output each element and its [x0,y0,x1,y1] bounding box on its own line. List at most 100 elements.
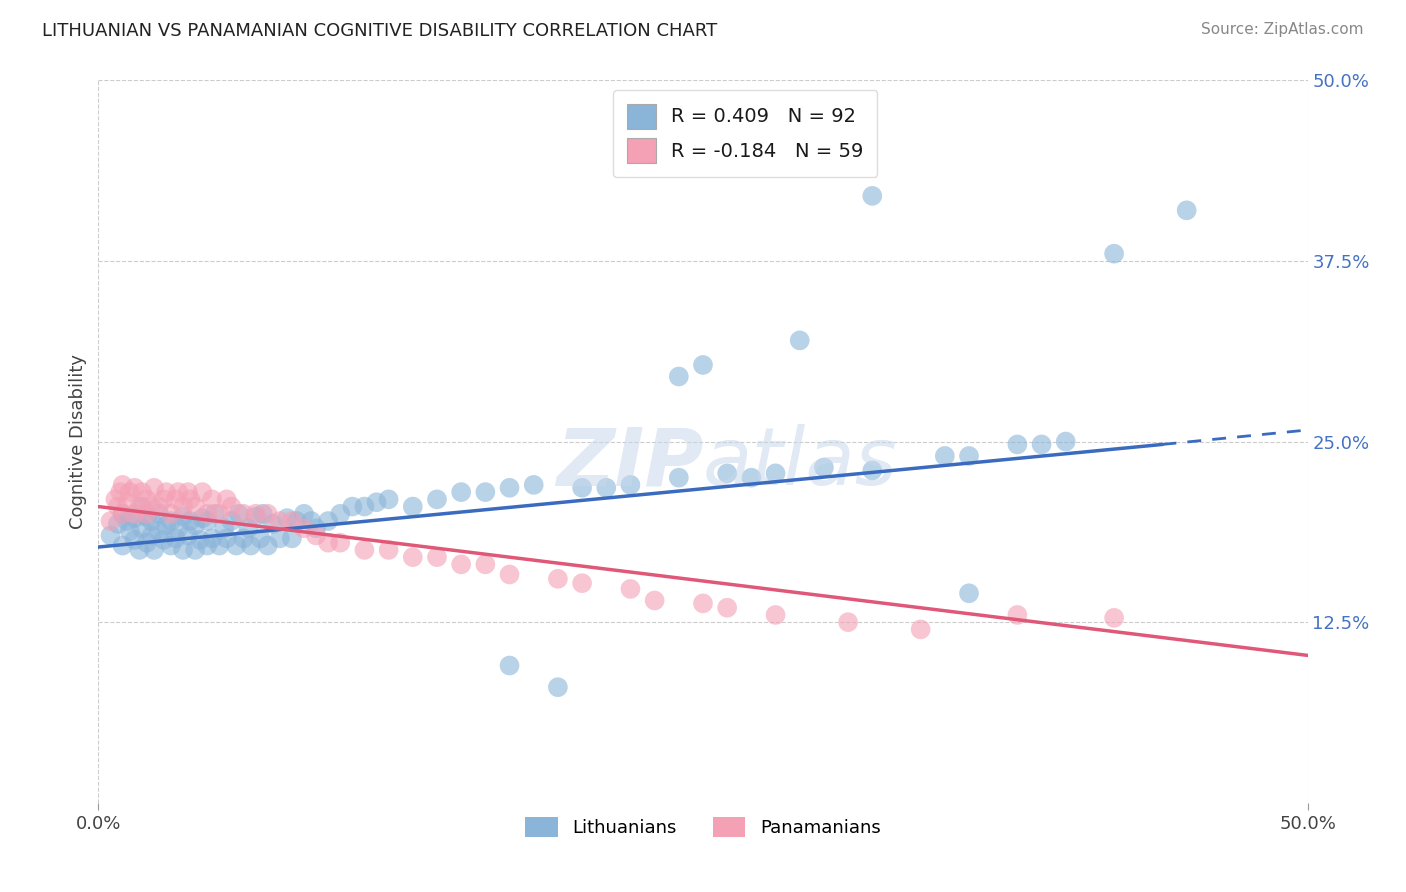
Point [172,500,194,514]
Point [104,492,127,507]
Point [276,511,298,525]
Y-axis label: Cognitive Disability: Cognitive Disability [69,354,87,529]
Point [228,507,250,521]
Point [108,485,131,500]
Legend: Lithuanians, Panamanians: Lithuanians, Panamanians [519,810,887,845]
Point [1175,203,1198,218]
Point [225,539,247,553]
Point [160,514,183,528]
Point [165,492,187,507]
Point [1031,437,1053,451]
Point [100,528,122,542]
Point [111,478,134,492]
Point [256,507,278,521]
Point [269,532,291,546]
Point [152,533,174,547]
Point [172,542,194,557]
Point [135,507,157,521]
Point [107,516,129,531]
Point [765,607,787,622]
Point [474,558,496,572]
Point [155,485,177,500]
Point [366,495,388,509]
Point [201,492,224,507]
Point [498,567,520,582]
Point [204,507,226,521]
Point [292,521,315,535]
Point [402,550,425,565]
Point [765,467,787,481]
Point [595,481,617,495]
Point [172,509,194,524]
Point [239,539,262,553]
Point [498,481,520,495]
Point [100,514,122,528]
Point [305,528,328,542]
Point [221,514,243,528]
Point [450,485,472,500]
Text: ZIP: ZIP [555,425,703,502]
Point [1102,611,1125,625]
Point [191,485,214,500]
Point [232,532,254,546]
Point [860,189,883,203]
Point [124,481,146,495]
Point [256,539,278,553]
Point [789,334,811,348]
Point [215,492,238,507]
Point [208,539,231,553]
Point [547,680,569,694]
Point [668,369,690,384]
Point [195,507,218,521]
Text: Source: ZipAtlas.com: Source: ZipAtlas.com [1201,22,1364,37]
Point [619,478,641,492]
Point [450,558,472,572]
Point [177,528,200,542]
Point [1102,246,1125,260]
Point [167,485,190,500]
Point [148,500,170,514]
Point [262,516,284,531]
Point [141,514,163,528]
Point [143,481,166,495]
Point [644,593,666,607]
Point [716,600,738,615]
Point [571,576,593,591]
Point [177,485,200,500]
Point [281,532,304,546]
Point [281,514,304,528]
Point [377,542,399,557]
Point [135,492,157,507]
Point [128,542,150,557]
Text: atlas: atlas [703,425,898,502]
Point [547,572,569,586]
Point [498,658,520,673]
Point [426,492,449,507]
Point [131,500,153,514]
Point [1007,437,1029,451]
Point [124,533,146,547]
Point [135,509,157,524]
Point [342,500,364,514]
Point [269,514,291,528]
Point [245,509,267,524]
Point [118,485,141,500]
Point [117,514,139,528]
Point [692,358,714,372]
Point [329,535,352,549]
Point [316,535,339,549]
Point [124,507,146,521]
Point [299,514,322,528]
Point [160,539,183,553]
Point [252,507,274,521]
Point [221,500,243,514]
Point [1007,607,1029,622]
Point [111,507,134,521]
Point [249,532,271,546]
Point [208,507,231,521]
Point [402,500,425,514]
Point [131,485,153,500]
Point [131,521,153,535]
Point [523,478,546,492]
Point [837,615,859,630]
